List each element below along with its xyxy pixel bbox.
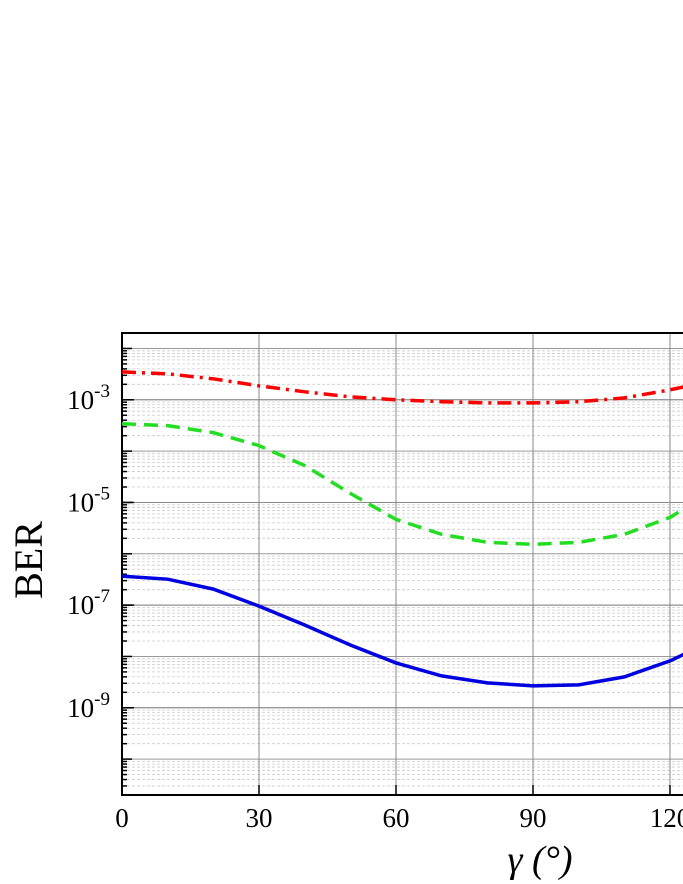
plot-frame xyxy=(121,332,683,796)
series-line xyxy=(121,421,683,547)
y-axis-label: BER xyxy=(6,521,51,599)
x-tick-label: 90 xyxy=(520,803,547,833)
y-tick-label: 10-7 xyxy=(67,586,110,620)
x-tick-label: 0 xyxy=(115,803,129,833)
grid xyxy=(122,332,683,796)
y-tick-label: 10-5 xyxy=(67,483,110,517)
y-tick-label: 10-9 xyxy=(67,689,110,723)
x-tick-label: 30 xyxy=(246,803,273,833)
x-tick-label: 120 xyxy=(650,803,683,833)
series-line xyxy=(121,370,683,405)
series-line xyxy=(121,574,683,688)
y-tick-label: 10-3 xyxy=(67,381,110,415)
x-tick-label: 60 xyxy=(383,803,410,833)
x-axis-label: γ (°) xyxy=(508,839,573,881)
